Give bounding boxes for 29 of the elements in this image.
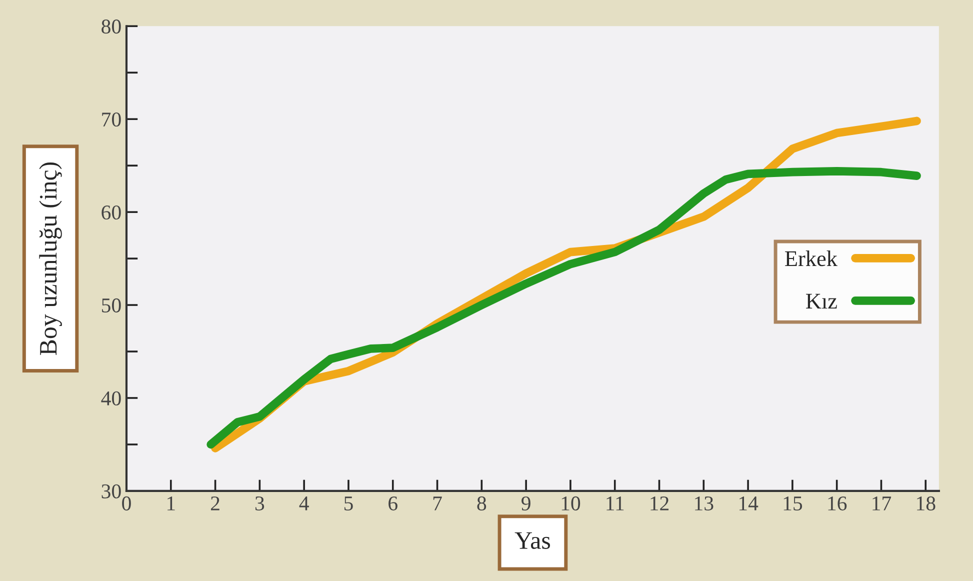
x-axis-title: Yas	[514, 532, 550, 549]
x-tick-label: 11	[606, 496, 624, 510]
x-tick-label: 2	[210, 496, 220, 510]
x-tick-label: 8	[477, 496, 486, 510]
x-tick-label: 1	[168, 496, 175, 510]
legend-label: Kız	[806, 294, 837, 308]
y-axis-title: Boy uzunluğu (inç)	[39, 162, 62, 356]
x-tick-label: 5	[344, 496, 353, 510]
x-tick-label: 18	[917, 496, 936, 510]
x-tick-label: 10	[562, 496, 580, 510]
x-tick-label: 3	[255, 496, 264, 510]
legend-label: Erkek	[785, 250, 838, 266]
y-tick-label: 70	[102, 112, 121, 127]
x-tick-label: 15	[784, 496, 802, 510]
x-tick-label: 12	[650, 496, 669, 510]
y-tick-label: 50	[102, 298, 121, 312]
x-tick-label: 14	[739, 496, 758, 510]
y-tick-label: 60	[102, 205, 121, 220]
x-tick-label: 7	[433, 496, 442, 510]
x-tick-label: 6	[388, 496, 398, 510]
y-tick-label: 80	[102, 20, 121, 34]
x-tick-label: 13	[695, 496, 714, 510]
x-tick-label: 9	[522, 496, 530, 510]
x-tick-label: 4	[299, 496, 309, 510]
y-tick-label: 30	[102, 484, 121, 498]
x-tick-label: 16	[828, 496, 847, 510]
y-tick-label: 40	[101, 391, 121, 406]
x-tick-label: 17	[872, 496, 892, 510]
x-tick-label: 0	[122, 496, 131, 510]
